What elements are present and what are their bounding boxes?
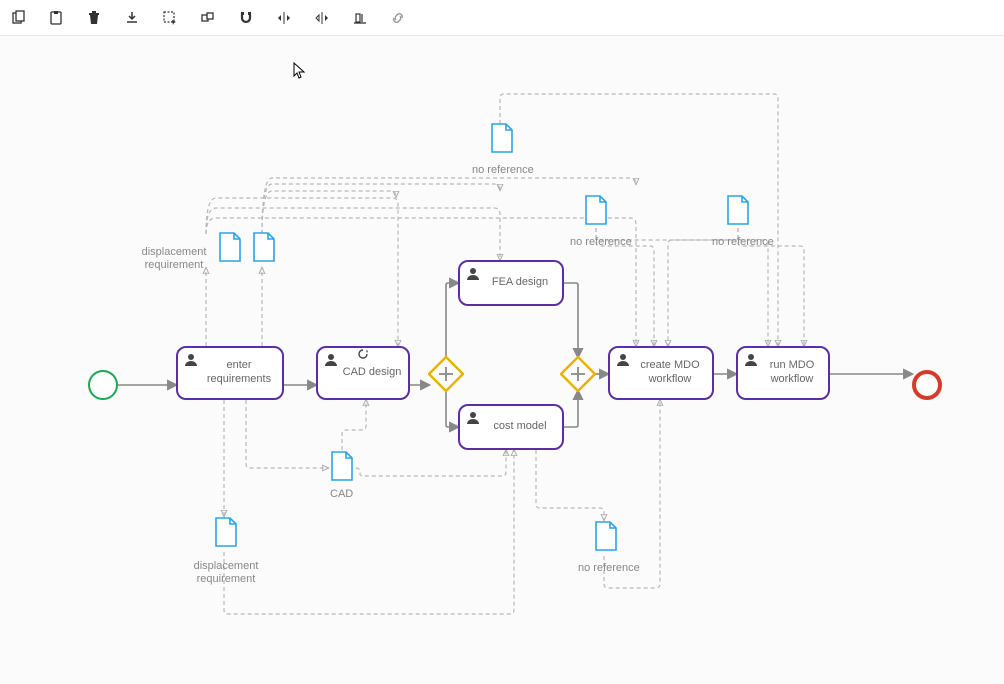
task-enter-requirements[interactable]: enterrequirements bbox=[176, 346, 284, 400]
doc-label: no reference bbox=[570, 236, 632, 249]
doc-label: no reference bbox=[578, 562, 640, 575]
group-icon[interactable] bbox=[198, 8, 218, 28]
gateway-split[interactable] bbox=[428, 356, 464, 392]
link-icon[interactable] bbox=[388, 8, 408, 28]
user-icon bbox=[184, 353, 198, 367]
doc-label: displacementrequirement bbox=[190, 560, 262, 586]
doc-label: CAD bbox=[330, 488, 353, 501]
delete-icon[interactable] bbox=[84, 8, 104, 28]
cursor-icon bbox=[293, 62, 307, 85]
task-label: cost model bbox=[493, 420, 546, 434]
task-label: create MDOworkflow bbox=[640, 359, 699, 387]
task-label: CAD design bbox=[343, 366, 402, 380]
flip-v-icon[interactable] bbox=[312, 8, 332, 28]
user-icon bbox=[744, 353, 758, 367]
doc-label: displacementrequirement bbox=[138, 246, 210, 272]
task-label: run MDOworkflow bbox=[770, 359, 815, 387]
copy-icon[interactable] bbox=[8, 8, 28, 28]
task-fea-design[interactable]: FEA design bbox=[458, 260, 564, 306]
align-icon[interactable] bbox=[350, 8, 370, 28]
multiselect-icon[interactable] bbox=[160, 8, 180, 28]
toolbar bbox=[0, 0, 1004, 36]
user-icon bbox=[324, 353, 338, 367]
task-cad-design[interactable]: CAD design bbox=[316, 346, 410, 400]
loop-icon bbox=[357, 348, 369, 360]
paste-icon[interactable] bbox=[46, 8, 66, 28]
doc-label: no reference bbox=[712, 236, 774, 249]
task-cost-model[interactable]: cost model bbox=[458, 404, 564, 450]
user-icon bbox=[466, 411, 480, 425]
snap-icon[interactable] bbox=[236, 8, 256, 28]
start-event[interactable] bbox=[88, 370, 118, 400]
user-icon bbox=[616, 353, 630, 367]
gateway-join[interactable] bbox=[560, 356, 596, 392]
task-run-mdo[interactable]: run MDOworkflow bbox=[736, 346, 830, 400]
doc-label: no reference bbox=[472, 164, 534, 177]
task-label: FEA design bbox=[492, 276, 548, 290]
end-event[interactable] bbox=[912, 370, 942, 400]
download-icon[interactable] bbox=[122, 8, 142, 28]
diagram-canvas[interactable]: enterrequirements CAD design FEA design … bbox=[0, 36, 1004, 684]
task-create-mdo[interactable]: create MDOworkflow bbox=[608, 346, 714, 400]
task-label: enterrequirements bbox=[207, 359, 271, 387]
flip-h-icon[interactable] bbox=[274, 8, 294, 28]
user-icon bbox=[466, 267, 480, 281]
